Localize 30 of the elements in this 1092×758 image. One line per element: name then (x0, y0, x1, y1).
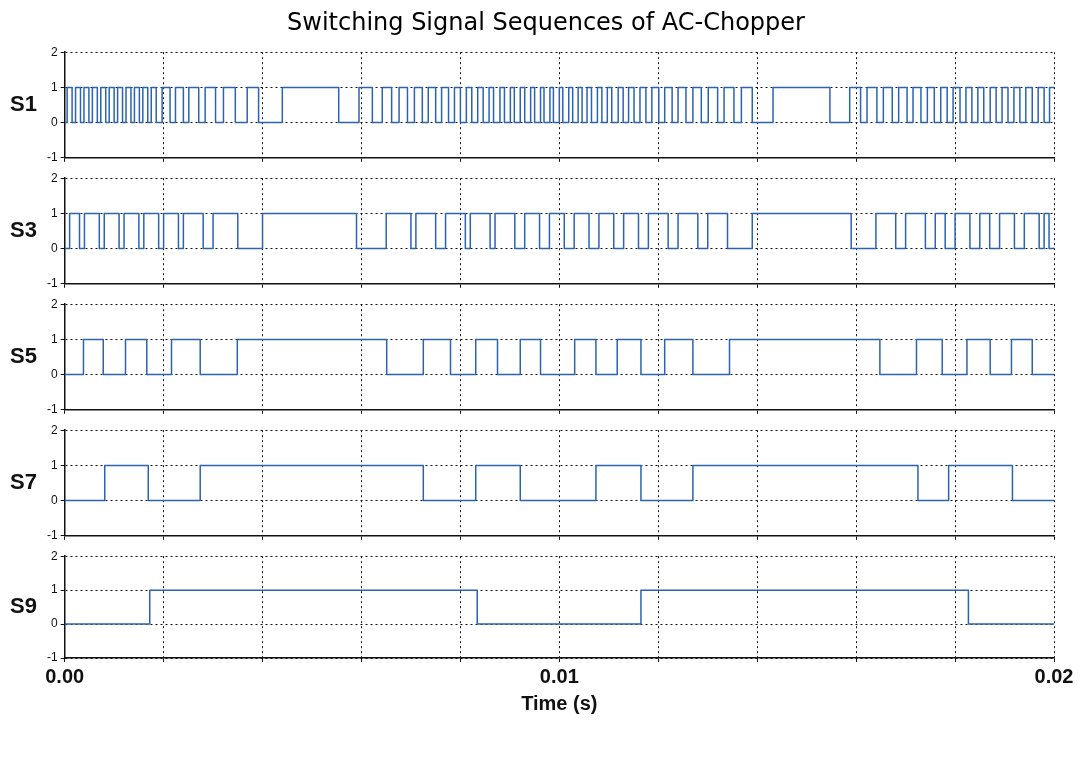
y-tick-label: 2 (50, 548, 58, 563)
y-tick-label: 1 (50, 79, 58, 94)
y-tick-label: -1 (47, 150, 58, 165)
y-tick-label: 1 (50, 331, 58, 346)
y-tick-label: -1 (47, 402, 58, 417)
y-tick-label: -1 (47, 276, 58, 291)
y-tick-label: 2 (50, 296, 58, 311)
chart-title: Switching Signal Sequences of AC-Chopper (286, 8, 806, 36)
y-tick-label: 0 (50, 240, 58, 255)
y-tick-label: -1 (47, 650, 58, 665)
y-tick-label: 0 (50, 366, 58, 381)
y-tick-label: 1 (50, 457, 58, 472)
y-tick-label: 1 (50, 205, 58, 220)
y-tick-label: 2 (50, 44, 58, 59)
y-tick-label: -1 (47, 528, 58, 543)
x-tick-label: 0.01 (539, 664, 579, 687)
y-tick-label: 2 (50, 170, 58, 185)
y-axis-title: S7 (10, 469, 37, 495)
y-axis-title: S9 (10, 593, 37, 619)
x-tick-label: 0.00 (45, 664, 85, 687)
y-tick-label: 0 (50, 114, 58, 129)
x-axis-title: Time (s) (521, 691, 598, 714)
y-tick-label: 1 (50, 582, 58, 597)
y-tick-label: 0 (50, 492, 58, 507)
y-axis-title: S5 (10, 343, 37, 369)
x-tick-label: 0.02 (1034, 664, 1074, 687)
y-axis-title: S3 (10, 217, 37, 243)
y-tick-label: 2 (50, 422, 58, 437)
y-tick-label: 0 (50, 616, 58, 631)
y-axis-title: S1 (10, 91, 37, 117)
